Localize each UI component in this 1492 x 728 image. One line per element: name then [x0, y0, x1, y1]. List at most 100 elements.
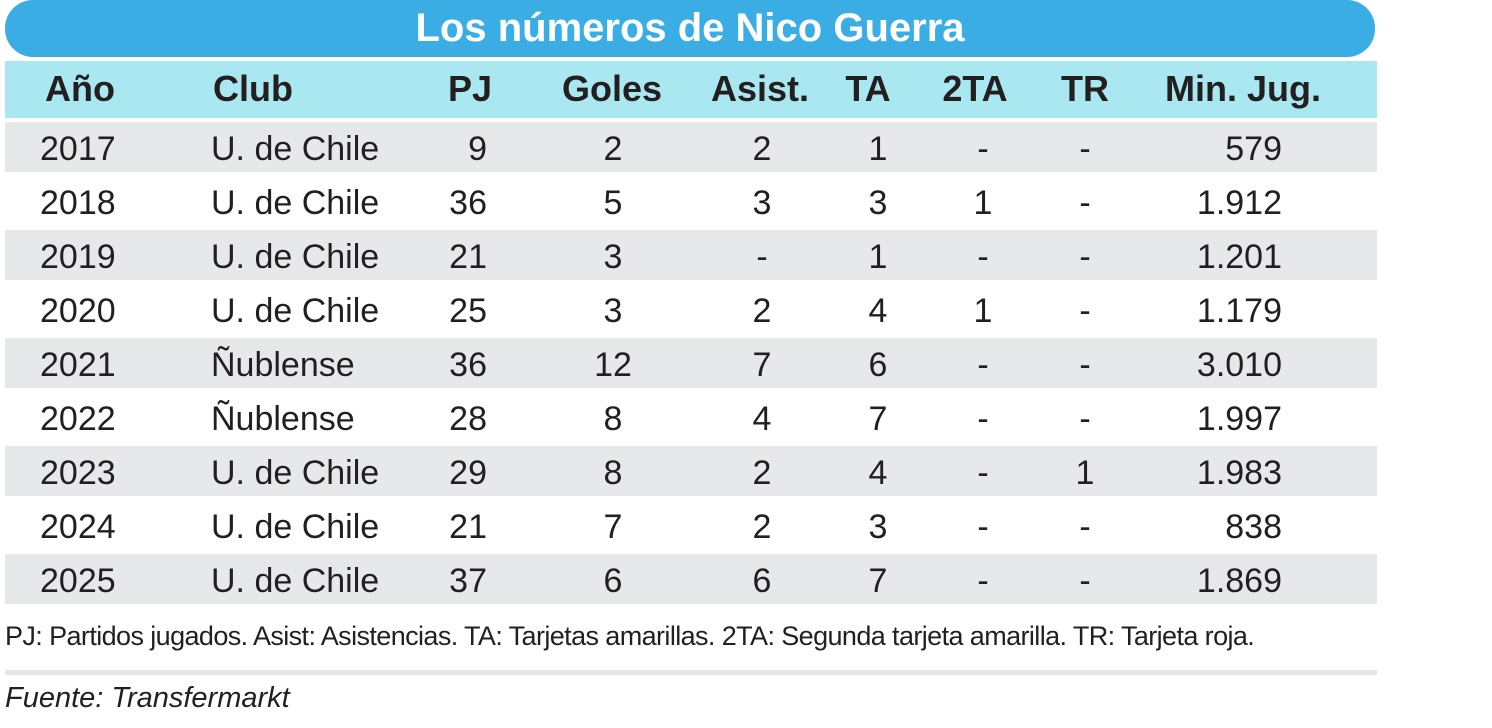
row-background	[5, 500, 1377, 550]
table-cell: 36	[449, 184, 487, 222]
table-cell: 3	[752, 184, 772, 222]
table-cell: 1	[868, 130, 888, 168]
table-cell: U. de Chile	[211, 184, 380, 222]
column-header: Goles	[561, 68, 663, 109]
table-cell: Ñublense	[211, 346, 355, 384]
column-header: TR	[1061, 68, 1109, 109]
table-cell: -	[1079, 562, 1091, 600]
table-cell: 21	[449, 508, 487, 546]
table-cell: 2022	[40, 400, 116, 438]
table-cell: 838	[1225, 508, 1282, 546]
row-background	[5, 122, 1377, 172]
table-cell: U. de Chile	[211, 130, 380, 168]
table-cell: 6	[868, 346, 888, 384]
table-cell: 1.983	[1196, 454, 1282, 492]
table-cell: -	[977, 562, 989, 600]
table-cell: 1.997	[1196, 400, 1282, 438]
row-background	[5, 284, 1377, 334]
table-cell: -	[977, 400, 989, 438]
table-cell: 1.869	[1196, 562, 1282, 600]
column-header: Año	[45, 68, 115, 109]
table-cell: 21	[449, 238, 487, 276]
table-cell: 3	[603, 292, 623, 330]
table-cell: 2021	[40, 346, 116, 384]
table-cell: -	[977, 454, 989, 492]
table-cell: 1.179	[1196, 292, 1282, 330]
table-cell: 36	[449, 346, 487, 384]
table-cell: 3	[868, 508, 888, 546]
row-background	[5, 176, 1377, 226]
table-cell: 2	[752, 508, 772, 546]
table-cell: U. de Chile	[211, 238, 380, 276]
table-cell: 7	[752, 346, 772, 384]
row-background	[5, 446, 1377, 496]
table-cell: 9	[468, 130, 487, 168]
row-background	[5, 230, 1377, 280]
table-cell: 37	[449, 562, 487, 600]
column-header: Club	[213, 68, 293, 109]
table-cell: U. de Chile	[211, 562, 380, 600]
table-cell: -	[1079, 400, 1091, 438]
column-header: 2TA	[942, 68, 1008, 109]
table-cell: 8	[603, 454, 623, 492]
table-cell: 29	[449, 454, 487, 492]
table-cell: U. de Chile	[211, 508, 380, 546]
source: Fuente: Transfermarkt	[5, 682, 290, 714]
table-cell: 7	[868, 400, 888, 438]
table-cell: 6	[752, 562, 772, 600]
row-background	[5, 338, 1377, 388]
table-cell: 1	[973, 184, 993, 222]
table-cell: Ñublense	[211, 400, 355, 438]
row-background	[5, 554, 1377, 604]
column-header: PJ	[447, 68, 493, 109]
table-cell: 2025	[40, 562, 116, 600]
row-background	[5, 392, 1377, 442]
table-cell: 6	[603, 562, 623, 600]
table-cell: 2024	[40, 508, 116, 546]
table-cell: 3.010	[1196, 346, 1282, 384]
table-cell: 3	[868, 184, 888, 222]
table-cell: U. de Chile	[211, 454, 380, 492]
table-cell: 2	[752, 454, 772, 492]
footnote: PJ: Partidos jugados. Asist: Asistencias…	[5, 621, 1255, 651]
table-cell: 2018	[40, 184, 116, 222]
table-cell: U. de Chile	[211, 292, 380, 330]
table-cell: 25	[449, 292, 487, 330]
column-header: TA	[845, 68, 891, 109]
table-cell: 3	[603, 238, 623, 276]
table-cell: 4	[868, 292, 888, 330]
column-header: Asist.	[710, 68, 810, 109]
table-cell: 1.201	[1196, 238, 1282, 276]
table-cell: 4	[868, 454, 888, 492]
table-cell: 5	[603, 184, 623, 222]
table-cell: 12	[594, 346, 632, 384]
table-cell: 28	[449, 400, 487, 438]
table-cell: 7	[868, 562, 888, 600]
header-background	[5, 61, 1377, 118]
column-header: Min. Jug.	[1165, 68, 1321, 109]
title: Los números de Nico Guerra	[5, 0, 1375, 57]
table-cell: -	[977, 238, 989, 276]
table-cell: 7	[603, 508, 623, 546]
table-cell: 579	[1225, 130, 1282, 168]
table-cell: 1	[1075, 454, 1095, 492]
table-cell: -	[1079, 346, 1091, 384]
table-cell: 2017	[40, 130, 116, 168]
table-cell: -	[1079, 292, 1091, 330]
table-cell: -	[977, 508, 989, 546]
table-cell: 1.912	[1196, 184, 1282, 222]
table-cell: 2019	[40, 238, 116, 276]
table-cell: 8	[603, 400, 623, 438]
table-cell: -	[756, 238, 768, 276]
table-cell: 1	[868, 238, 888, 276]
table-cell: 1	[973, 292, 993, 330]
table-cell: 2023	[40, 454, 116, 492]
table-cell: -	[1079, 238, 1091, 276]
table-cell: 2	[752, 292, 772, 330]
table-cell: -	[1079, 508, 1091, 546]
table-cell: -	[1079, 130, 1091, 168]
table-cell: -	[977, 130, 989, 168]
table-cell: -	[977, 346, 989, 384]
table-cell: -	[1079, 184, 1091, 222]
